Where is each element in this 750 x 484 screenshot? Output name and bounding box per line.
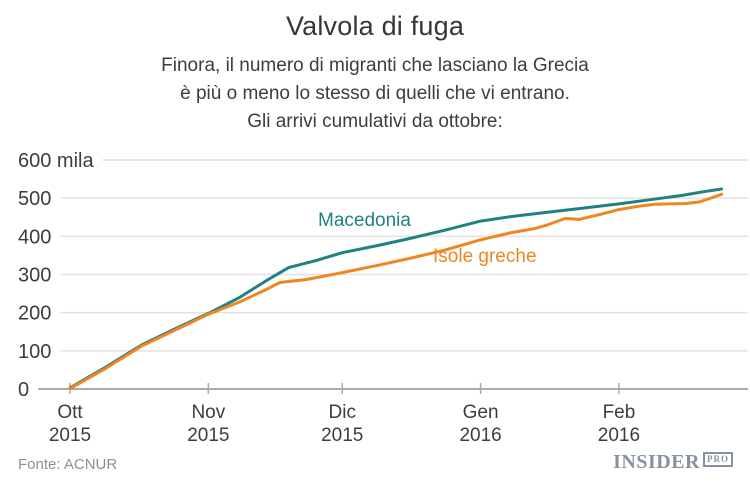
chart-subtitle: Finora, il numero di migranti che lascia… (0, 52, 750, 136)
subtitle-line-2: è più o meno lo stesso di quelli che vi … (180, 83, 570, 104)
y-axis-label: 600 mila (18, 150, 94, 172)
y-axis-label: 300 (18, 264, 51, 286)
y-axis-label: 500 (18, 188, 51, 210)
chart-title: Valvola di fuga (285, 11, 465, 41)
x-axis-month-label: Dic (329, 402, 356, 423)
y-axis-label: 100 (18, 341, 51, 363)
x-axis-month-label: Feb (603, 402, 636, 423)
x-axis-month-label: Ott (57, 402, 83, 423)
x-axis-year-label: 2015 (321, 425, 363, 446)
series-label-isole-greche: Isole greche (433, 246, 537, 267)
subtitle-line-1: Finora, il numero di migranti che lascia… (161, 55, 589, 76)
insiderpro-logo: INSIDER PRO (613, 451, 733, 474)
logo-pro-badge: PRO (703, 452, 733, 467)
y-axis-label: 200 (18, 303, 51, 325)
line-chart-canvas: 600 mila5004003002001000Ott2015Nov2015Di… (18, 150, 748, 446)
x-axis-month-label: Gen (463, 402, 499, 423)
series-label-macedonia: Macedonia (318, 210, 411, 231)
series-line-isole-greche (68, 192, 724, 391)
source-note: Fonte: ACNUR (18, 456, 118, 473)
x-axis-year-label: 2015 (187, 425, 229, 446)
x-axis-year-label: 2015 (49, 425, 91, 446)
x-axis-month-label: Nov (191, 402, 225, 423)
y-axis-label: 0 (18, 379, 29, 401)
x-axis-year-label: 2016 (598, 425, 640, 446)
y-axis-label: 400 (18, 226, 51, 248)
logo-main-text: INSIDER (613, 451, 700, 473)
subtitle-line-3: Gli arrivi cumulativi da ottobre: (247, 111, 503, 132)
x-axis-year-label: 2016 (459, 425, 501, 446)
